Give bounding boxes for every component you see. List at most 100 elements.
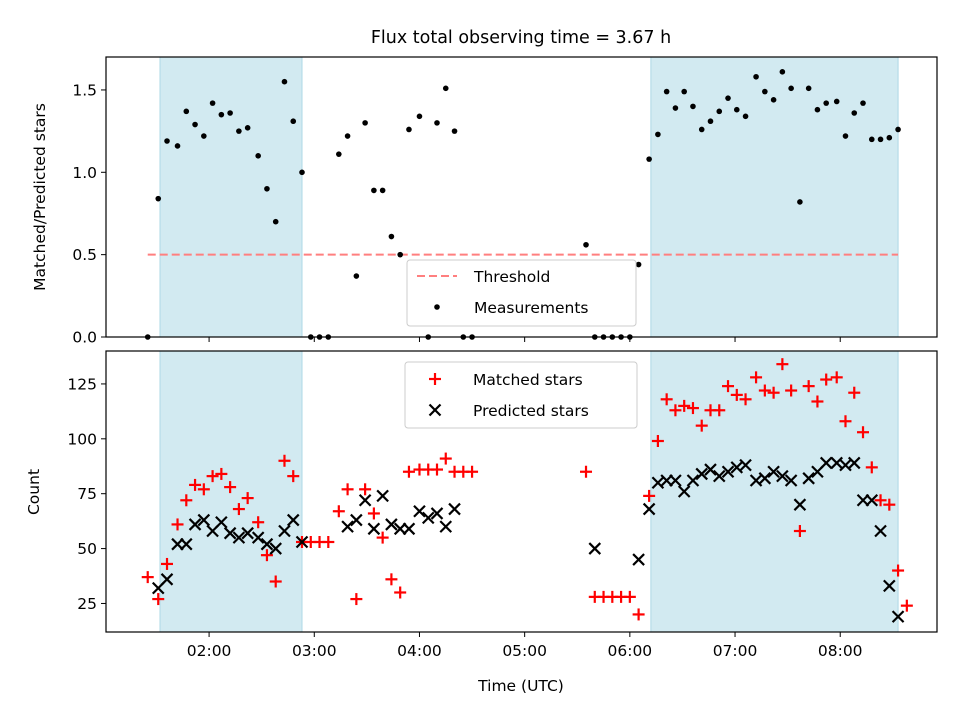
predicted-star-marker (632, 553, 645, 566)
marker-stroke (784, 474, 798, 487)
matched-star-marker (811, 395, 824, 408)
top-panel: 0.0 0.5 1.0 1.5 Matched/Predicted stars (31, 56, 938, 347)
y-tick-label: 1.0 (72, 164, 97, 182)
marker-stroke (413, 504, 426, 518)
marker-stroke (385, 518, 398, 531)
matched-star-marker (278, 454, 291, 467)
matched-star-marker (865, 461, 878, 474)
measurement-point (299, 169, 305, 176)
predicted-star-marker (251, 531, 265, 544)
marker-stroke (677, 485, 691, 498)
measurement-point (868, 136, 875, 143)
shaded-interval (159, 56, 303, 338)
bottom-y-ticks: 25 50 75 100 125 (67, 375, 106, 613)
measurement-point (655, 131, 661, 138)
measurement-point (797, 199, 803, 205)
measurement-point (255, 153, 261, 159)
bottom-y-axis-label: Count (25, 469, 43, 515)
marker-stroke (439, 520, 453, 533)
measurement-point (895, 126, 901, 133)
marker-stroke (160, 573, 174, 586)
matched-star-marker (686, 402, 699, 415)
predicted-star-marker (223, 526, 237, 540)
x-tick-label: 08:00 (818, 642, 863, 660)
marker-stroke (695, 467, 709, 481)
measurement-point (218, 111, 225, 118)
measurement-point (753, 73, 759, 80)
matched-star-marker (785, 384, 798, 397)
marker-stroke (749, 474, 763, 487)
predicted-star-marker (188, 518, 202, 531)
matched-star-marker (189, 478, 202, 491)
bottom-legend-box (404, 361, 638, 429)
measurement-point (183, 108, 190, 115)
matched-star-marker (580, 465, 593, 478)
predicted-legend-swatch (428, 403, 442, 417)
matched-star-marker (793, 525, 806, 538)
matched-star-marker (385, 573, 398, 586)
bottom-x-ticks: 02:00 03:00 04:00 05:00 06:00 07:00 08:00 (187, 632, 863, 660)
measurement-point (823, 100, 829, 106)
measurement-point (164, 138, 170, 144)
measurement-point (742, 113, 749, 120)
predicted-star-marker (793, 498, 807, 511)
measurement-point (733, 106, 740, 113)
matched-legend-swatch (429, 373, 441, 385)
measurement-point (851, 110, 858, 116)
predicted-star-marker (847, 456, 861, 470)
measurement-point (227, 110, 233, 116)
marker-stroke (430, 507, 444, 520)
measurement-point (264, 185, 270, 192)
marker-stroke (632, 553, 645, 566)
measurement-point (244, 125, 251, 131)
x-tick-label: 03:00 (292, 642, 337, 660)
marker-stroke (704, 463, 717, 476)
matched-star-marker (820, 373, 833, 386)
marker-stroke (376, 489, 389, 503)
top-legend-box (406, 259, 637, 327)
predicted-star-marker (642, 502, 656, 516)
measurement-point (833, 98, 840, 105)
matched-star-marker (224, 481, 237, 494)
marker-stroke (215, 515, 228, 529)
predicted-star-marker (891, 610, 905, 623)
matched-star-marker (206, 470, 219, 483)
predicted-star-marker (350, 513, 363, 527)
matched-star-marker (252, 516, 265, 529)
marker-stroke (341, 520, 354, 533)
predicted-star-marker (286, 513, 300, 527)
marker-stroke (278, 524, 291, 538)
y-tick-label: 0.0 (72, 329, 97, 347)
marker-stroke (721, 465, 735, 479)
predicted-star-marker (686, 474, 700, 487)
measurement-point (174, 143, 181, 149)
matched-star-marker (623, 590, 636, 603)
measurement-point (770, 97, 777, 103)
matched-star-marker (802, 380, 815, 393)
matched-star-marker (669, 404, 682, 417)
matched-star-marker (874, 494, 887, 507)
matched-star-marker (713, 404, 726, 417)
measurement-point (672, 105, 679, 111)
measurement-point (388, 233, 395, 240)
predicted-star-marker (439, 520, 453, 533)
marker-stroke (642, 502, 656, 516)
predicted-star-marker (712, 469, 726, 483)
predicted-star-marker (180, 537, 193, 551)
measurement-point (762, 88, 768, 95)
measurement-point (344, 133, 351, 139)
predicted-star-marker (874, 524, 887, 538)
predicted-star-marker (677, 485, 691, 498)
marker-stroke (223, 526, 237, 540)
predicted-star-marker (215, 515, 228, 529)
measurement-point (236, 128, 242, 134)
matched-star-marker (439, 452, 452, 465)
marker-stroke (180, 537, 193, 551)
predicted-legend-label: Predicted stars (473, 402, 589, 420)
measurement-point (779, 69, 786, 75)
predicted-star-marker (669, 474, 682, 487)
measurement-point (272, 218, 279, 225)
top-shaded-intervals (159, 56, 899, 338)
marker-stroke (260, 537, 274, 551)
predicted-star-marker (758, 472, 772, 485)
